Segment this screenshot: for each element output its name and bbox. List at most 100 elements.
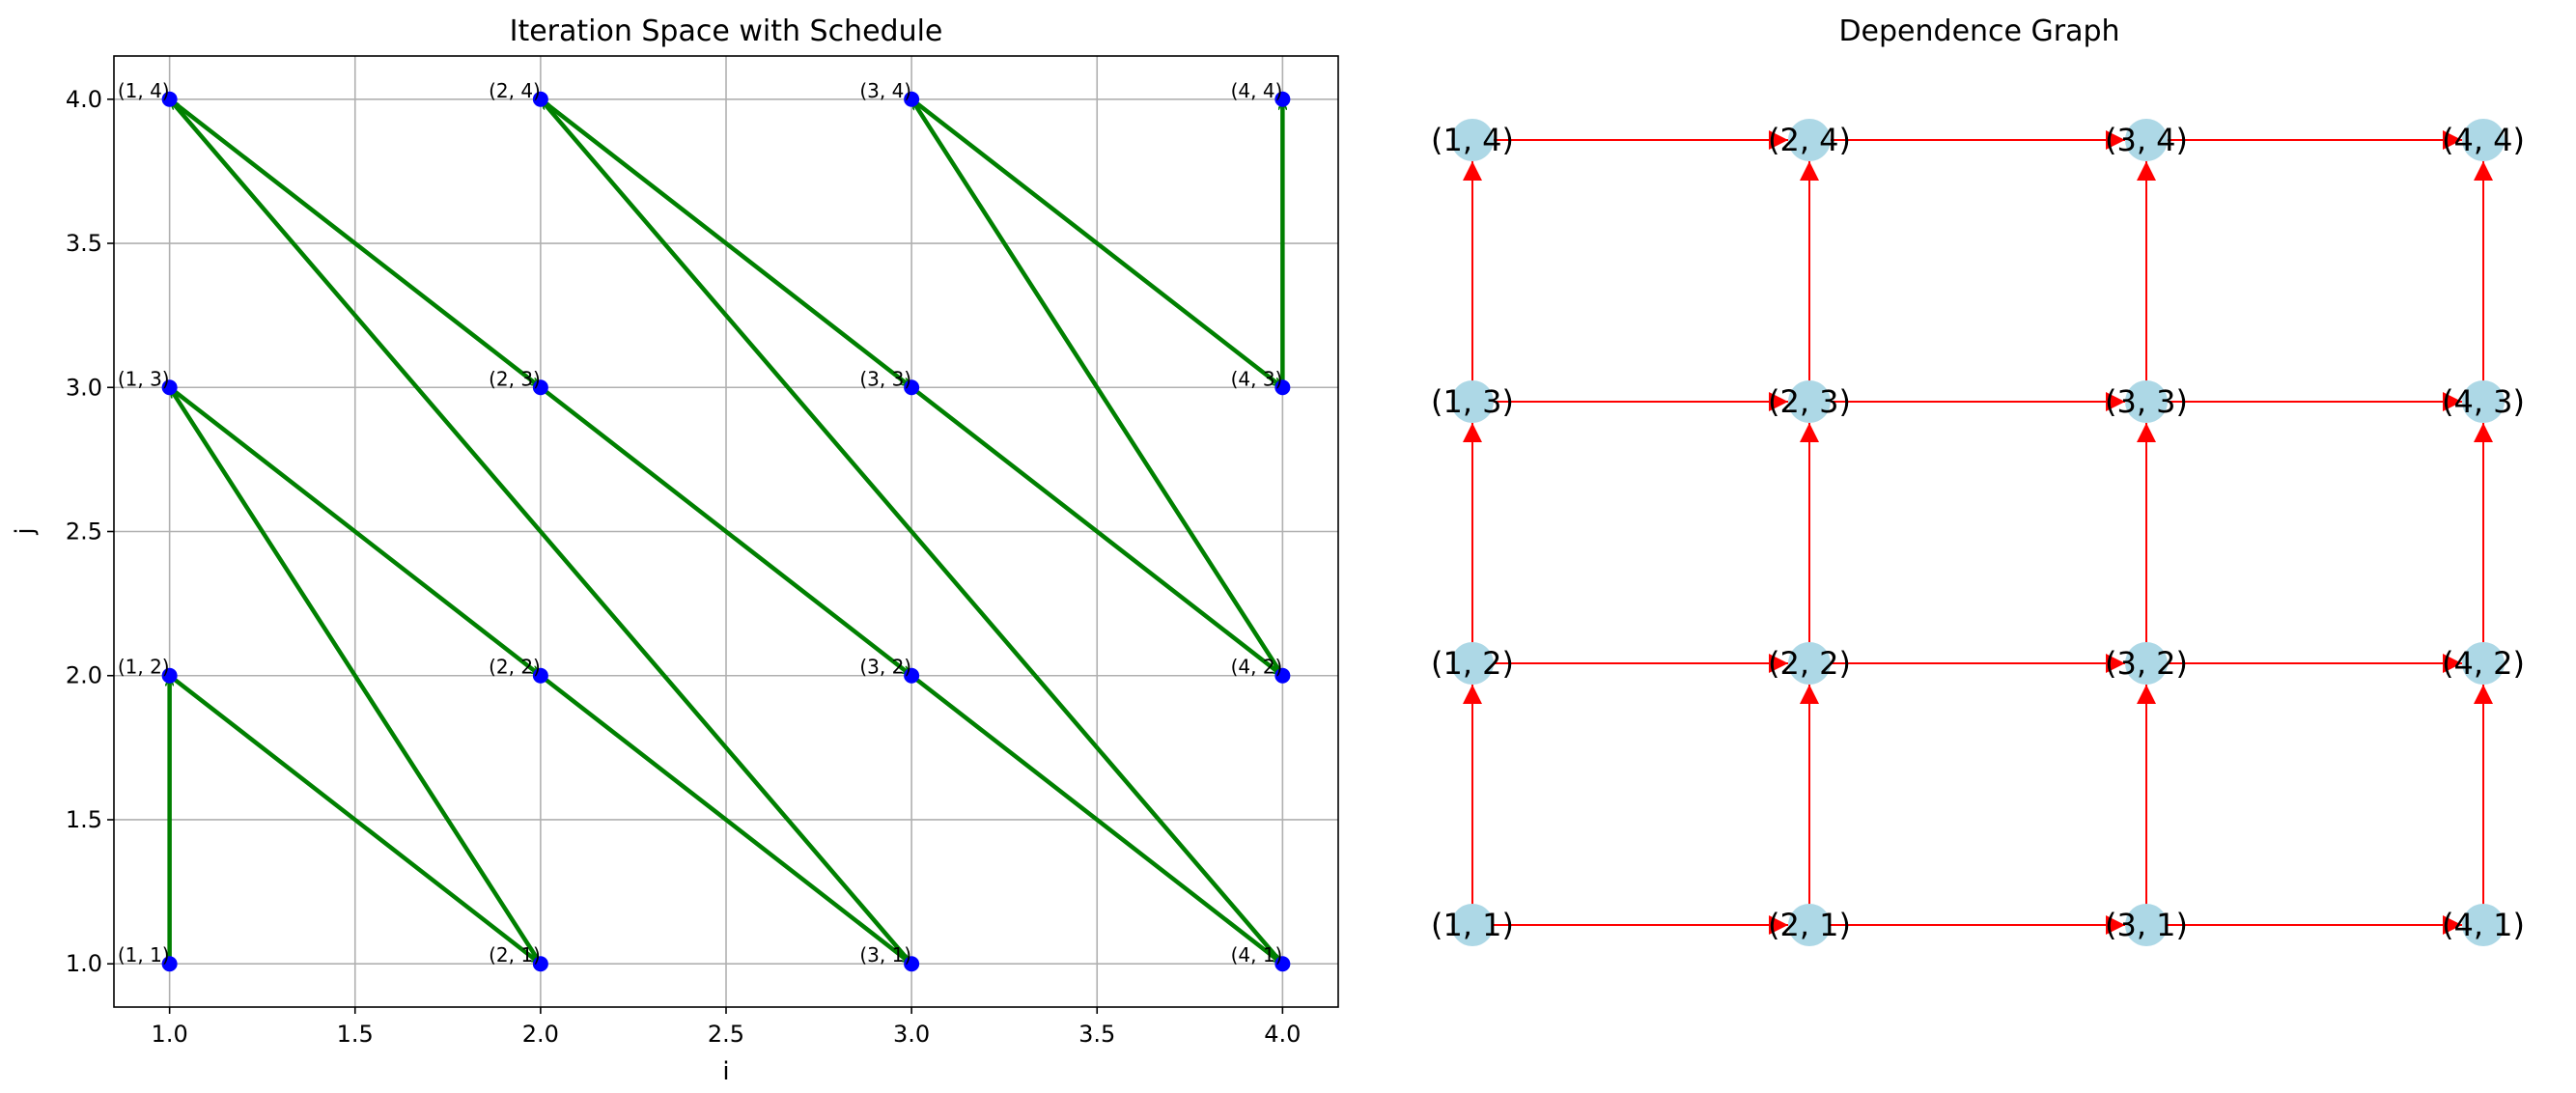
x-tick-label: 4.0 bbox=[1264, 1021, 1301, 1048]
point-label: (3, 4) bbox=[859, 79, 911, 102]
graph-node bbox=[2462, 380, 2505, 423]
iteration-point bbox=[161, 667, 178, 684]
iteration-point bbox=[904, 91, 920, 107]
graph-node bbox=[1788, 380, 1831, 423]
graph-node bbox=[2462, 904, 2505, 946]
node-label: (2, 4) bbox=[1768, 122, 1851, 158]
point-label: (3, 3) bbox=[859, 367, 911, 390]
schedule-arrow bbox=[909, 97, 1284, 389]
graph-node bbox=[1451, 642, 1494, 685]
point-label: (3, 1) bbox=[859, 943, 911, 967]
y-tick-label: 3.5 bbox=[66, 230, 102, 257]
iteration-point bbox=[1274, 379, 1291, 396]
point-label: (3, 2) bbox=[859, 656, 911, 679]
graph-node bbox=[1788, 119, 1831, 161]
graph-node bbox=[1451, 904, 1494, 946]
point-label: (2, 2) bbox=[489, 656, 541, 679]
x-axis-label: i bbox=[722, 1057, 729, 1086]
schedule-arrow bbox=[909, 385, 1284, 677]
graph-node bbox=[1451, 119, 1494, 161]
node-label: (4, 2) bbox=[2442, 645, 2525, 682]
schedule-arrow bbox=[167, 385, 542, 677]
x-tick-label: 1.0 bbox=[152, 1021, 188, 1048]
schedule-arrow bbox=[168, 98, 914, 967]
node-label: (1, 4) bbox=[1431, 122, 1514, 158]
node-label: (3, 2) bbox=[2105, 645, 2188, 682]
node-labels: (1, 1) (1, 2) (1, 3) (1, 4) (2, 1) (2, 2) (2, … bbox=[1431, 122, 2525, 943]
node-label: (1, 2) bbox=[1431, 645, 1514, 682]
point-label: (1, 2) bbox=[118, 656, 170, 679]
point-label: (4, 3) bbox=[1231, 367, 1283, 390]
node-label: (4, 4) bbox=[2442, 122, 2525, 158]
schedule-arrow bbox=[167, 673, 542, 966]
iteration-point bbox=[161, 379, 178, 396]
iteration-point bbox=[532, 379, 548, 396]
node-label: (3, 1) bbox=[2105, 907, 2188, 943]
graph-node bbox=[2125, 380, 2168, 423]
graph-node bbox=[2125, 642, 2168, 685]
point-label: (2, 1) bbox=[489, 943, 541, 967]
y-axis-label: j bbox=[11, 527, 40, 535]
schedule-arrow bbox=[910, 98, 1285, 678]
graph-nodes bbox=[1451, 119, 2505, 946]
graph-node bbox=[1451, 380, 1494, 423]
node-label: (2, 1) bbox=[1768, 907, 1851, 943]
x-tick-label: 2.0 bbox=[522, 1021, 559, 1048]
iteration-point bbox=[1274, 91, 1291, 107]
point-label: (1, 1) bbox=[118, 943, 170, 967]
node-label: (4, 3) bbox=[2442, 383, 2525, 420]
x-tick-label: 1.5 bbox=[337, 1021, 374, 1048]
iteration-point bbox=[161, 956, 178, 972]
node-label: (1, 3) bbox=[1431, 383, 1514, 420]
y-tick-label: 3.0 bbox=[66, 374, 102, 401]
graph-node bbox=[2462, 642, 2505, 685]
point-label: (4, 2) bbox=[1231, 656, 1283, 679]
iteration-point bbox=[904, 956, 920, 972]
x-tick-label: 3.5 bbox=[1078, 1021, 1115, 1048]
iteration-point bbox=[532, 667, 548, 684]
node-label: (2, 2) bbox=[1768, 645, 1851, 682]
y-tick-label: 2.0 bbox=[66, 662, 102, 689]
iteration-point bbox=[904, 667, 920, 684]
schedule-arrow bbox=[909, 673, 1284, 966]
iteration-point bbox=[1274, 956, 1291, 972]
iteration-space-panel: Iteration Space with Schedule 1.0 1.5 2.0 2… bbox=[11, 14, 1339, 1086]
point-label: (2, 4) bbox=[489, 79, 541, 102]
point-label: (4, 4) bbox=[1231, 79, 1283, 102]
schedule-arrow bbox=[168, 386, 544, 967]
schedule-arrow bbox=[538, 97, 912, 389]
node-label: (1, 1) bbox=[1431, 907, 1514, 943]
iteration-point bbox=[904, 379, 920, 396]
iteration-point bbox=[1274, 667, 1291, 684]
y-tick-label: 1.5 bbox=[66, 806, 102, 833]
node-label: (2, 3) bbox=[1768, 383, 1851, 420]
point-label: (1, 4) bbox=[118, 79, 170, 102]
node-label: (4, 1) bbox=[2442, 907, 2525, 943]
graph-node bbox=[2125, 119, 2168, 161]
x-tick-label: 3.0 bbox=[893, 1021, 930, 1048]
schedule-arrow bbox=[538, 673, 912, 966]
graph-node bbox=[2462, 119, 2505, 161]
graph-node bbox=[1788, 904, 1831, 946]
schedule-arrows bbox=[167, 97, 1285, 967]
schedule-arrow bbox=[539, 98, 1285, 967]
node-label: (3, 3) bbox=[2105, 383, 2188, 420]
y-tick-label: 1.0 bbox=[66, 950, 102, 977]
iteration-point bbox=[532, 91, 548, 107]
axes-frame bbox=[113, 55, 1339, 1008]
iteration-space-title: Iteration Space with Schedule bbox=[510, 14, 943, 48]
dependence-graph-title: Dependence Graph bbox=[1838, 14, 2119, 48]
x-tick-label: 2.5 bbox=[708, 1021, 744, 1048]
graph-node bbox=[2125, 904, 2168, 946]
tick-labels: 1.0 1.5 2.0 2.5 3.0 3.5 4.0 1.0 1.5 2.0 2.5 3.0 3.5 4… bbox=[66, 86, 1302, 1048]
point-label: (1, 3) bbox=[118, 367, 170, 390]
iteration-points bbox=[161, 91, 1291, 972]
point-label: (4, 1) bbox=[1231, 943, 1283, 967]
graph-node bbox=[1788, 642, 1831, 685]
schedule-arrow bbox=[167, 97, 542, 389]
point-labels: (1, 1) (1, 2) (1, 3) (1, 4) (2, 1) (2, 2) (2, … bbox=[118, 79, 1283, 967]
node-label: (3, 4) bbox=[2105, 122, 2188, 158]
y-tick-label: 2.5 bbox=[66, 518, 102, 546]
y-tick-label: 4.0 bbox=[66, 86, 102, 113]
